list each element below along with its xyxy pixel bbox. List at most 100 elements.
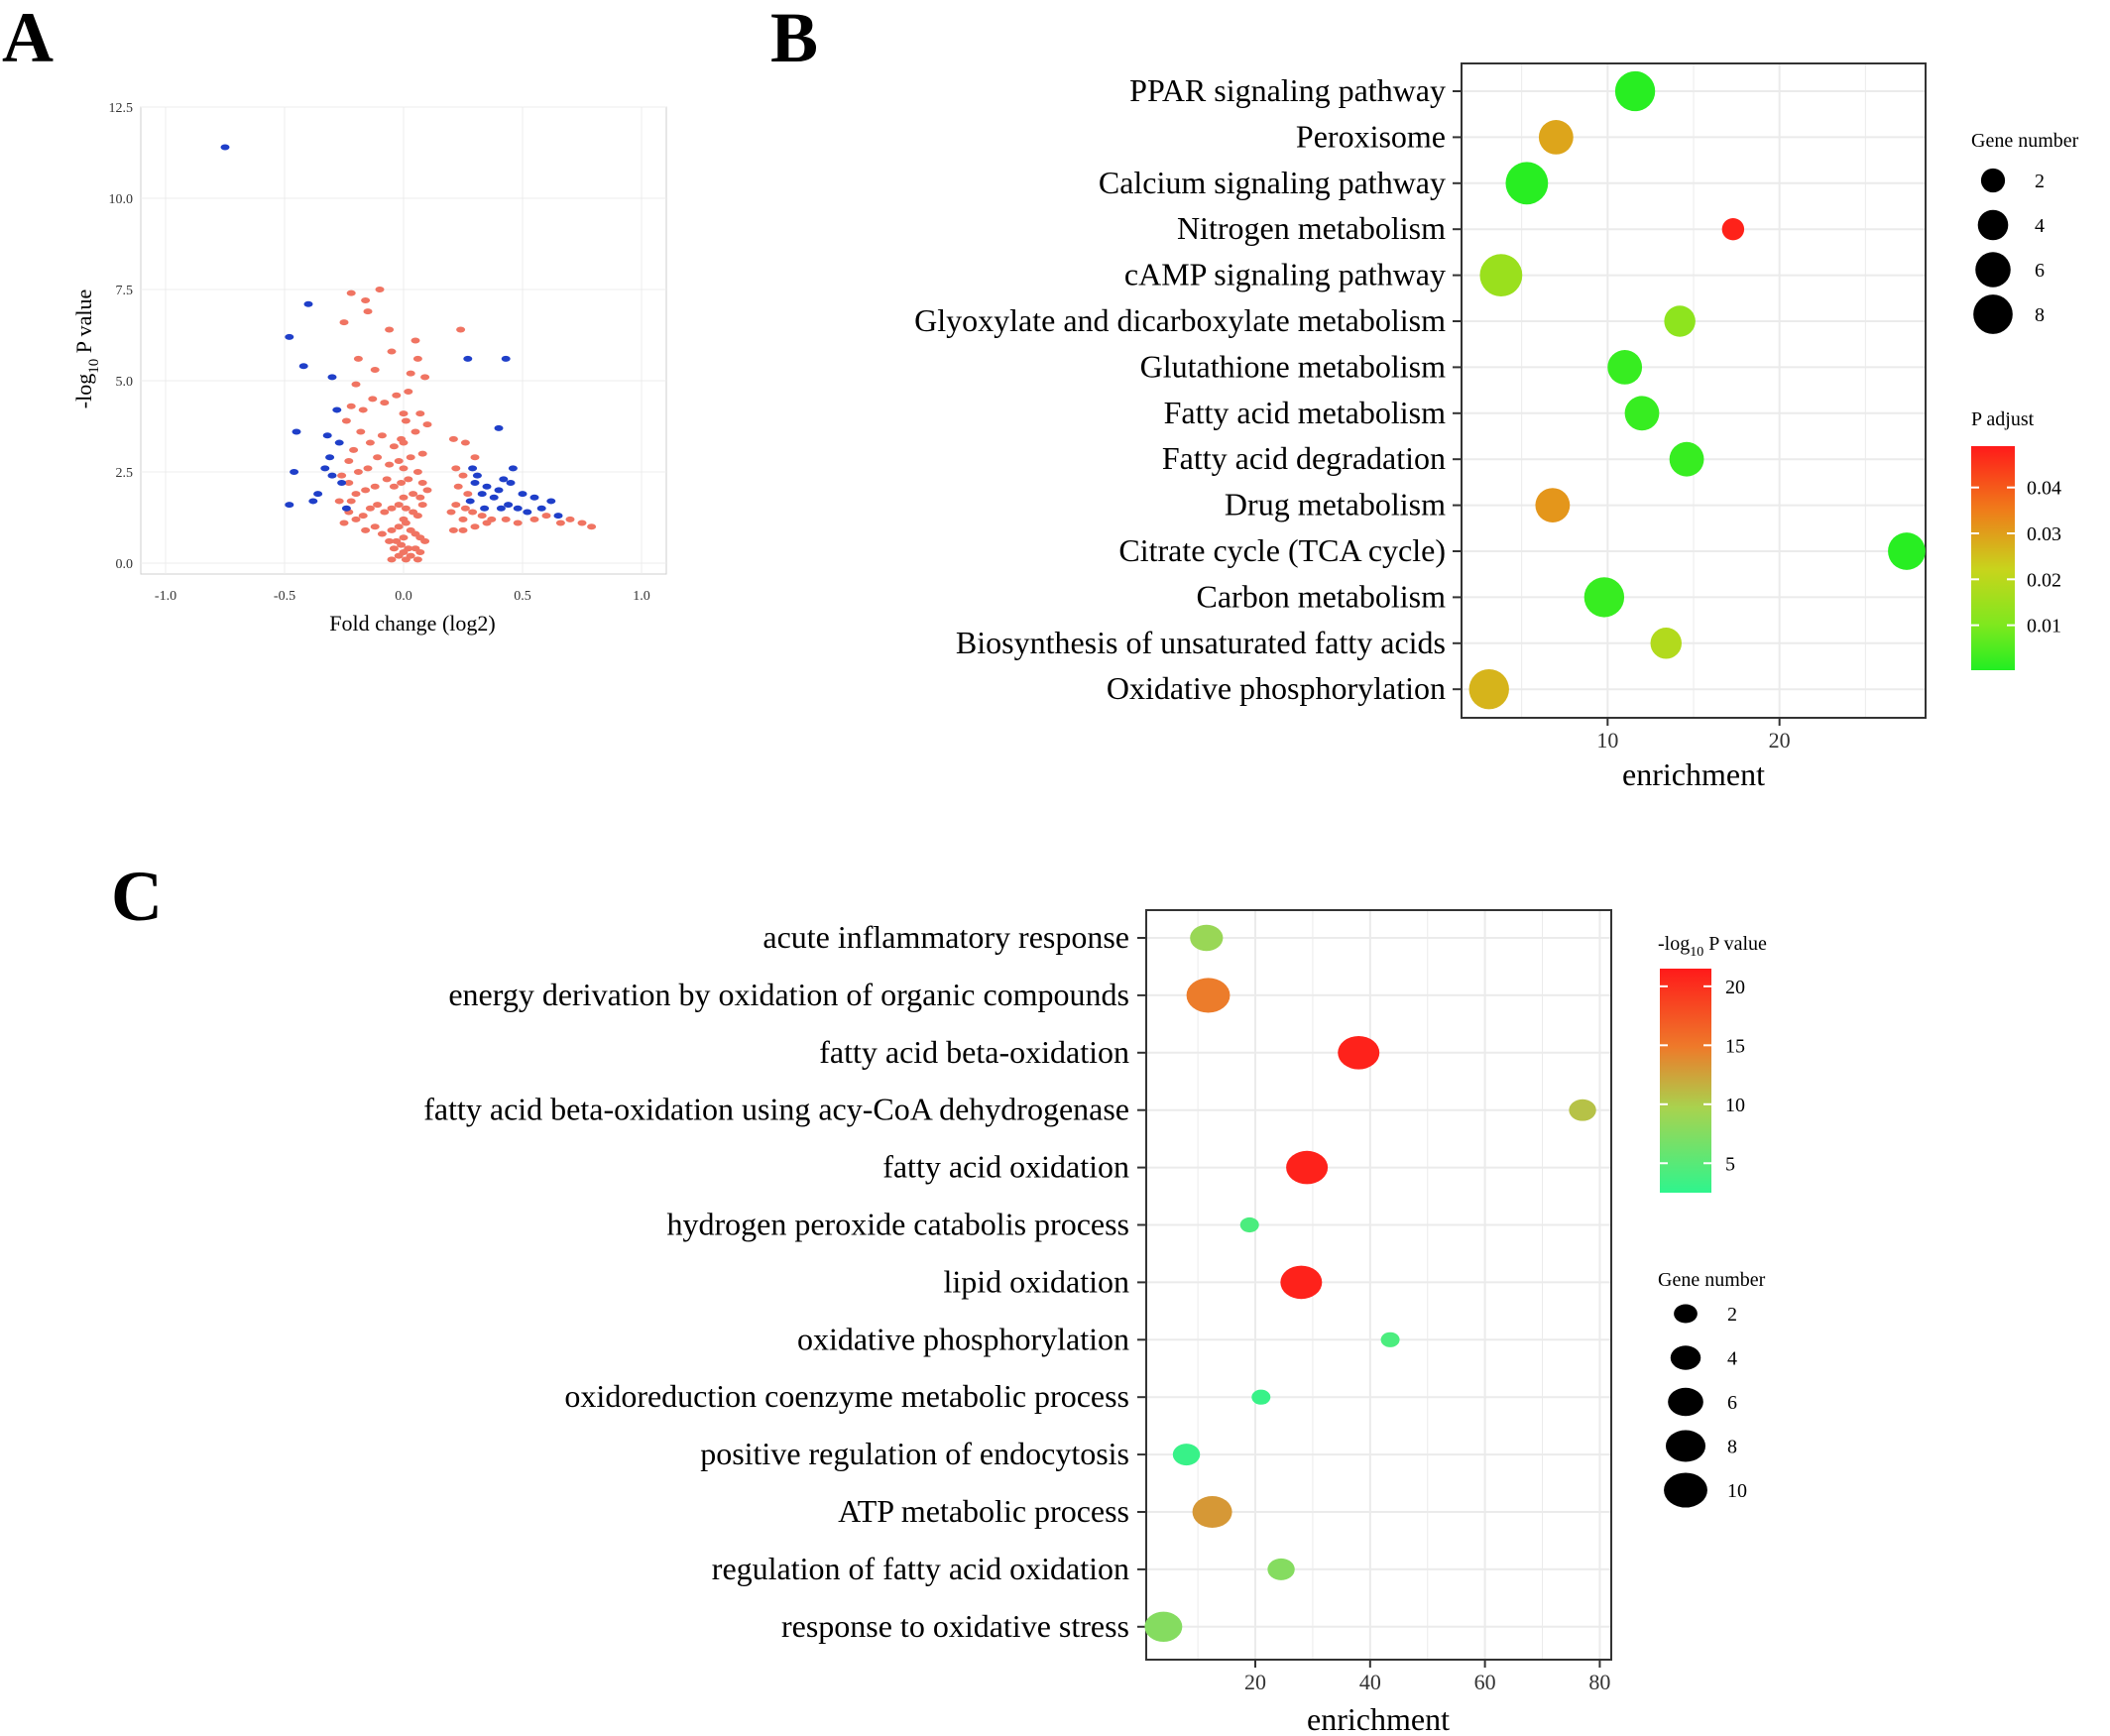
kegg-bubble <box>1538 119 1574 155</box>
volcano-point <box>332 406 342 413</box>
volcano-point <box>420 537 430 544</box>
kegg-bubble <box>1607 350 1643 385</box>
volcano-point <box>406 552 415 559</box>
volcano-point <box>410 337 420 344</box>
volcano-y-tick-label: 5.0 <box>116 375 134 390</box>
volcano-point <box>220 144 230 151</box>
volcano-point <box>320 465 330 472</box>
kegg-x-tick-labels: 10 20 <box>1596 718 1791 752</box>
volcano-point <box>365 505 375 512</box>
volcano-point <box>346 498 356 505</box>
volcano-point <box>389 443 399 450</box>
volcano-point <box>397 480 407 487</box>
volcano-point <box>448 526 458 533</box>
volcano-point <box>415 548 425 555</box>
volcano-point <box>363 465 373 472</box>
volcano-point <box>322 432 332 439</box>
volcano-point <box>577 520 587 526</box>
volcano-point <box>477 513 487 520</box>
kegg-colorbar-label: 0.04 <box>2027 478 2061 500</box>
volcano-point <box>489 494 499 501</box>
volcano-point <box>337 480 347 487</box>
volcano-point <box>460 505 470 512</box>
kegg-size-legend-dot <box>1977 209 2009 241</box>
kegg-category-label: Citrate cycle (TCA cycle) <box>1118 532 1446 568</box>
kegg-category-label: Glutathione metabolism <box>1140 348 1447 384</box>
volcano-x-tick-label: 0.5 <box>514 589 531 604</box>
volcano-point <box>365 439 375 446</box>
volcano-point <box>339 319 349 326</box>
volcano-point <box>468 509 478 516</box>
volcano-point <box>417 480 427 487</box>
kegg-bubble <box>1664 305 1696 337</box>
go-category-label: fatty acid beta-oxidation using acy-CoA … <box>423 1092 1129 1127</box>
kegg-category-label: Fatty acid degradation <box>1162 440 1446 476</box>
volcano-point <box>463 491 473 498</box>
go-x-tick-label: 20 <box>1244 1670 1266 1694</box>
volcano-point <box>361 297 371 304</box>
go-bubble <box>1192 1495 1232 1529</box>
volcano-point <box>456 326 466 333</box>
volcano-point <box>370 523 380 530</box>
volcano-point <box>370 483 380 490</box>
volcano-point <box>387 526 397 533</box>
volcano-point <box>358 406 368 413</box>
volcano-point <box>406 370 415 377</box>
volcano-point <box>417 502 427 509</box>
kegg-colorbar-label: 0.01 <box>2027 616 2061 637</box>
kegg-bubble <box>1721 218 1745 241</box>
volcano-point <box>415 494 425 501</box>
go-category-labels: acute inflammatory response energy deriva… <box>423 919 1146 1644</box>
kegg-category-label: Fatty acid metabolism <box>1164 395 1447 430</box>
volcano-point <box>529 516 539 522</box>
volcano-point <box>373 502 383 509</box>
volcano-point <box>523 509 532 516</box>
volcano-y-tick-label: 10.0 <box>109 192 134 207</box>
volcano-point <box>496 505 506 512</box>
go-bubble <box>1338 1036 1380 1070</box>
volcano-point <box>446 509 456 516</box>
kegg-colorbar-label: 0.03 <box>2027 523 2061 545</box>
volcano-point <box>353 355 363 362</box>
volcano-point <box>399 439 409 446</box>
kegg-colorbar <box>1971 446 2015 670</box>
volcano-point <box>541 513 551 520</box>
volcano-point <box>285 502 294 509</box>
go-category-label: fatty acid oxidation <box>882 1149 1129 1185</box>
kegg-category-label: PPAR signaling pathway <box>1129 72 1446 108</box>
volcano-point <box>349 446 359 453</box>
volcano-x-tick-label: 0.0 <box>395 589 412 604</box>
volcano-point <box>389 483 399 490</box>
volcano-point <box>375 287 385 292</box>
volcano-point <box>290 469 299 475</box>
volcano-point <box>334 439 344 446</box>
kegg-size-legend-label: 4 <box>2035 215 2045 237</box>
volcano-point <box>353 469 363 475</box>
go-bubble <box>1186 978 1231 1013</box>
volcano-point <box>404 476 413 483</box>
kegg-bubble <box>1669 441 1704 477</box>
volcano-point <box>313 491 323 498</box>
volcano-point <box>412 513 422 520</box>
volcano-point <box>308 498 318 505</box>
volcano-point <box>346 403 356 409</box>
volcano-point <box>387 505 397 512</box>
volcano-y-tick-label: 0.0 <box>116 557 134 572</box>
go-size-legend-label: 10 <box>1727 1480 1747 1502</box>
volcano-point <box>361 526 371 533</box>
kegg-colorbar-label: 0.02 <box>2027 569 2061 591</box>
go-size-legend-dot <box>1664 1472 1707 1508</box>
go-x-tick-label: 60 <box>1474 1670 1496 1694</box>
kegg-x-tick-label: 20 <box>1769 728 1791 752</box>
volcano-point <box>472 472 482 479</box>
go-bubble <box>1251 1389 1271 1405</box>
volcano-y-axis-title: -log10 P value <box>71 289 102 409</box>
kegg-x-tick-label: 10 <box>1596 728 1618 752</box>
kegg-x-axis-title: enrichment <box>1622 756 1765 792</box>
go-x-axis-title: enrichment <box>1307 1701 1450 1736</box>
volcano-point <box>458 516 468 522</box>
kegg-size-legend-dot <box>1973 294 2013 334</box>
kegg-bubble <box>1479 254 1523 297</box>
volcano-x-axis-title: Fold change (log2) <box>329 611 495 636</box>
panel-label-b: B <box>770 0 818 77</box>
